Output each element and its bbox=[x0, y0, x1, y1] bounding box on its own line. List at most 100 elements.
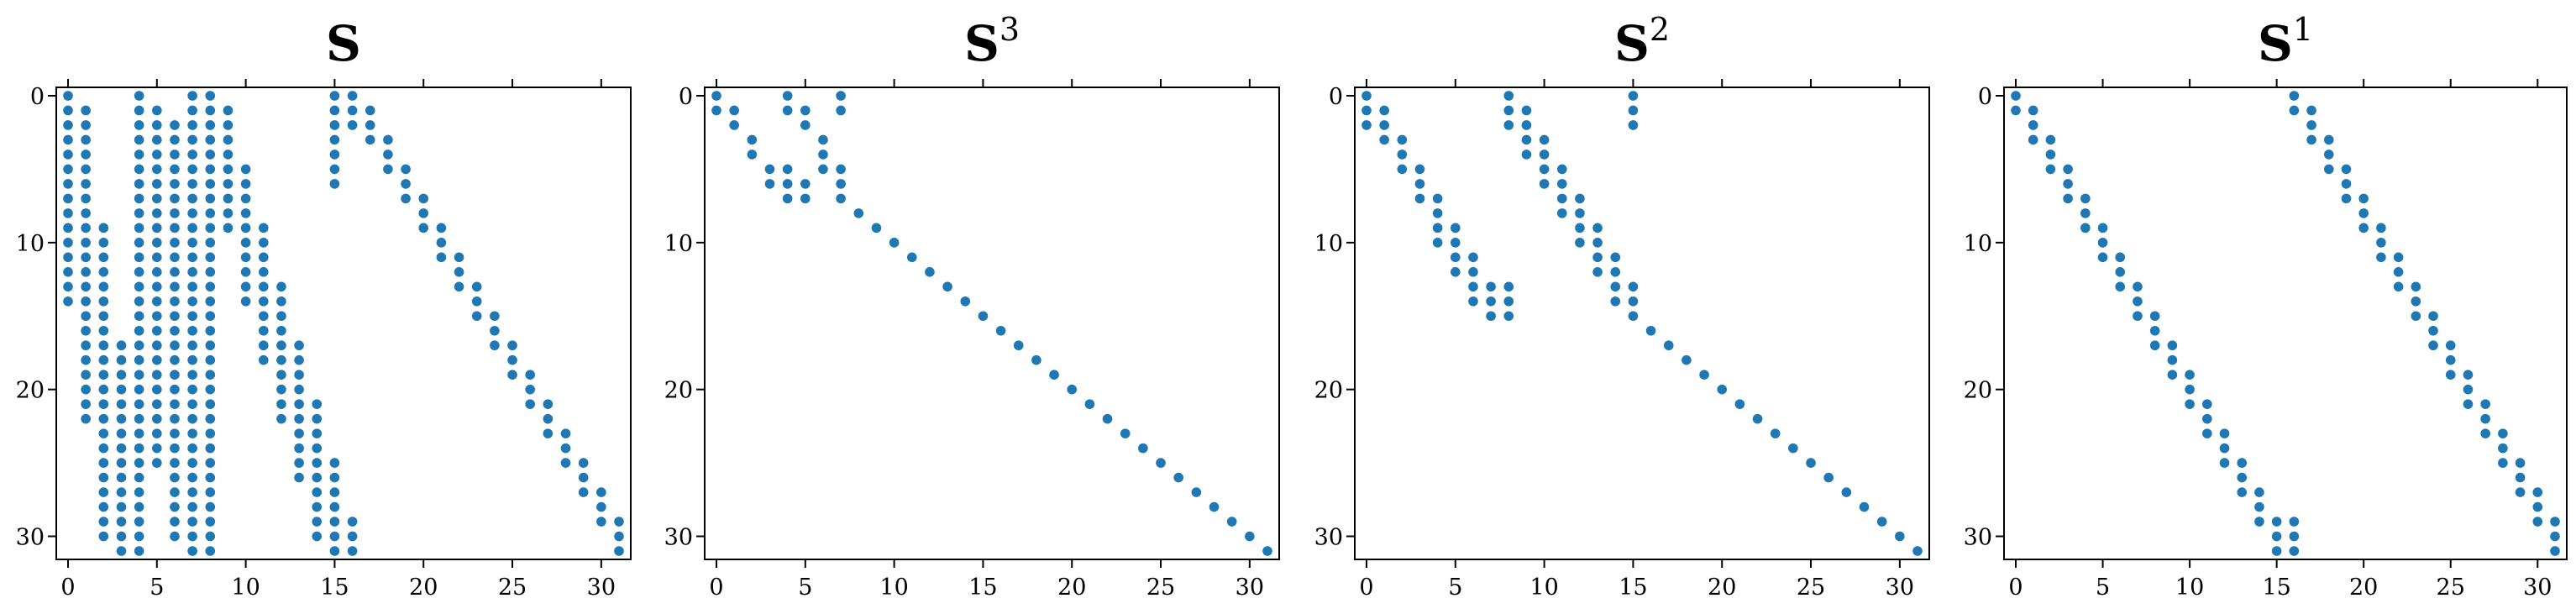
data-point bbox=[116, 517, 127, 527]
data-point bbox=[205, 443, 216, 454]
data-point bbox=[170, 296, 180, 307]
data-point bbox=[454, 281, 464, 292]
data-point bbox=[240, 238, 251, 248]
data-point bbox=[1770, 428, 1781, 438]
data-point bbox=[1379, 105, 1389, 116]
data-point bbox=[2254, 517, 2264, 527]
chart-title-base: S bbox=[2258, 15, 2293, 72]
data-point bbox=[436, 238, 447, 248]
data-point bbox=[836, 193, 846, 204]
x-tick-label: 10 bbox=[1529, 575, 1558, 601]
data-point bbox=[1432, 238, 1443, 248]
data-point bbox=[560, 428, 571, 438]
data-point bbox=[2306, 120, 2316, 130]
data-point bbox=[1468, 296, 1478, 307]
data-point bbox=[1468, 267, 1478, 277]
data-point bbox=[134, 252, 144, 263]
data-point bbox=[543, 428, 553, 438]
data-point bbox=[187, 120, 197, 130]
data-point bbox=[2393, 252, 2404, 263]
data-point bbox=[294, 428, 304, 438]
data-point bbox=[1912, 546, 1923, 556]
data-point bbox=[187, 91, 197, 101]
data-point bbox=[1451, 252, 1461, 263]
data-point bbox=[312, 428, 323, 438]
data-point bbox=[1539, 164, 1550, 175]
data-point bbox=[1628, 311, 1639, 322]
data-point bbox=[1628, 281, 1639, 292]
data-point bbox=[2515, 472, 2526, 483]
data-point bbox=[152, 238, 162, 248]
data-point bbox=[187, 238, 197, 248]
data-point bbox=[1173, 472, 1183, 483]
data-point bbox=[187, 223, 197, 234]
data-points bbox=[63, 91, 624, 556]
data-point bbox=[1575, 208, 1585, 218]
data-point bbox=[312, 399, 323, 409]
data-point bbox=[2097, 252, 2108, 263]
data-point bbox=[170, 354, 180, 365]
data-point bbox=[1397, 134, 1408, 145]
data-point bbox=[1226, 517, 1237, 527]
data-point bbox=[205, 267, 216, 277]
data-point bbox=[329, 150, 340, 160]
data-point bbox=[276, 296, 286, 307]
y-tick-label: 20 bbox=[1314, 378, 1343, 404]
data-point bbox=[152, 208, 162, 218]
data-point bbox=[294, 370, 304, 380]
data-point bbox=[2167, 340, 2178, 351]
x-tick-label: 25 bbox=[2437, 575, 2465, 601]
data-point bbox=[205, 91, 216, 101]
data-point bbox=[152, 354, 162, 365]
data-point bbox=[2133, 281, 2143, 292]
data-point bbox=[63, 296, 73, 307]
data-point bbox=[134, 443, 144, 454]
data-point bbox=[134, 193, 144, 204]
data-point bbox=[205, 472, 216, 483]
x-tick-label: 20 bbox=[2349, 575, 2378, 601]
data-point bbox=[2115, 267, 2126, 277]
data-point bbox=[134, 179, 144, 189]
data-point bbox=[1503, 105, 1514, 116]
data-point bbox=[2149, 311, 2160, 322]
data-point bbox=[312, 472, 323, 483]
data-point bbox=[1397, 150, 1408, 160]
y-tick-label: 0 bbox=[1329, 84, 1343, 110]
data-point bbox=[258, 311, 269, 322]
data-point bbox=[187, 311, 197, 322]
data-point bbox=[1841, 487, 1852, 497]
data-point bbox=[134, 487, 144, 497]
panel-1: S 0 5 10 15 20 25 30 0 10 20 30 bbox=[16, 15, 632, 601]
data-point bbox=[170, 238, 180, 248]
data-point bbox=[134, 223, 144, 234]
data-point bbox=[471, 281, 482, 292]
data-point bbox=[2289, 91, 2300, 101]
data-point bbox=[98, 384, 109, 395]
data-point bbox=[1592, 238, 1603, 248]
data-point bbox=[782, 105, 793, 116]
data-point bbox=[152, 370, 162, 380]
data-point bbox=[81, 340, 91, 351]
data-point bbox=[81, 179, 91, 189]
data-points bbox=[1361, 91, 1923, 556]
data-point bbox=[152, 267, 162, 277]
data-point bbox=[205, 208, 216, 218]
data-point bbox=[170, 501, 180, 512]
data-point bbox=[2463, 384, 2474, 395]
data-point bbox=[205, 546, 216, 556]
data-point bbox=[747, 150, 758, 160]
data-point bbox=[170, 208, 180, 218]
data-point bbox=[152, 105, 162, 116]
plot-frame bbox=[704, 87, 1280, 560]
data-point bbox=[223, 179, 233, 189]
data-point bbox=[134, 370, 144, 380]
data-point bbox=[187, 340, 197, 351]
data-point bbox=[170, 179, 180, 189]
data-point bbox=[1451, 223, 1461, 234]
data-point bbox=[1503, 120, 1514, 130]
data-point bbox=[2028, 105, 2038, 116]
data-point bbox=[782, 179, 793, 189]
data-point bbox=[1859, 501, 1870, 512]
data-point bbox=[1876, 517, 1887, 527]
data-point bbox=[1361, 91, 1372, 101]
